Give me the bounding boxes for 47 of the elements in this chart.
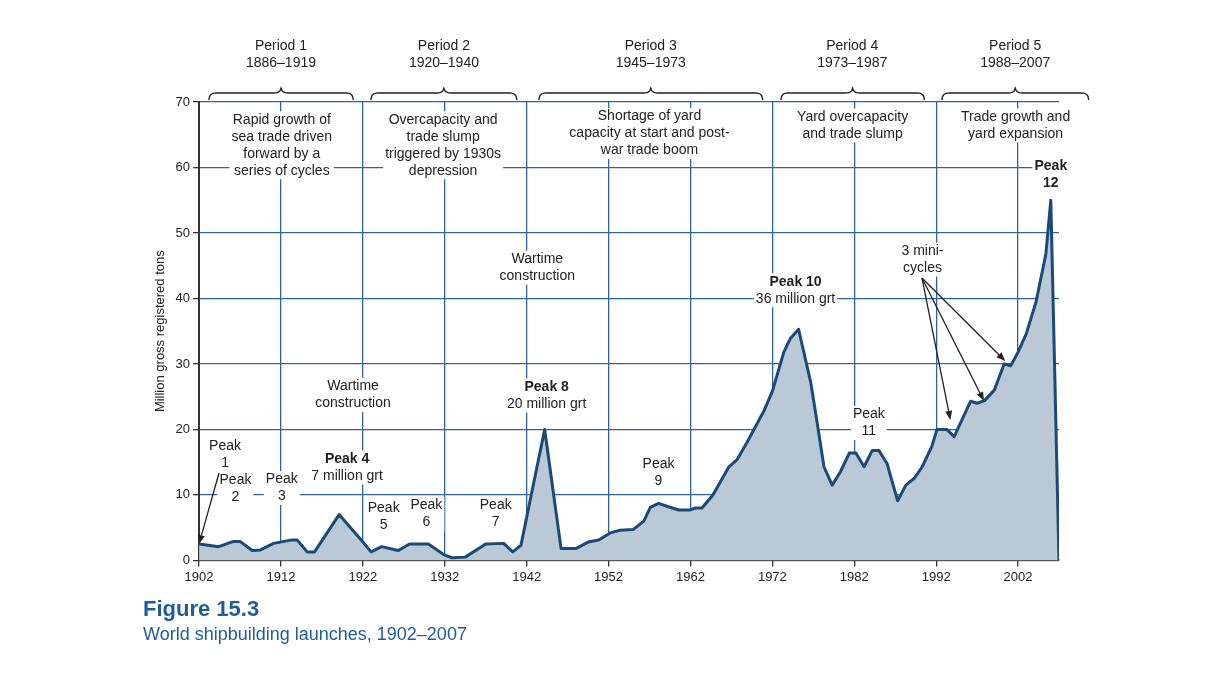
y-tick-label: 0 — [182, 551, 191, 567]
text: Period 3 1945–1973 — [615, 37, 686, 71]
annotation: 3 mini- cycles — [901, 241, 944, 275]
y-tick-label: 70 — [175, 93, 191, 109]
annotation: Rapid growth of sea trade driven forward by a series of cycles — [231, 110, 332, 178]
y-tick-label: 40 — [175, 290, 191, 306]
annotation: Peak 10 36 million grt — [755, 272, 836, 306]
x-tick-label: 1962 — [675, 568, 705, 584]
x-tick-label: 1982 — [839, 568, 869, 584]
x-tick-label: 1902 — [184, 568, 214, 584]
x-tick-label: 1942 — [512, 568, 542, 584]
annotation: Peak 2 — [219, 470, 253, 504]
annotation: Peak 7 — [479, 495, 513, 529]
text: Period 1 1886–1919 — [245, 37, 317, 71]
x-tick-label: 1952 — [594, 568, 624, 584]
annotation: Trade growth and yard expansion — [960, 107, 1071, 141]
x-tick-label: 1992 — [921, 568, 951, 584]
annotation: Shortage of yard capacity at start and post- war trade boom — [569, 107, 730, 158]
y-tick-label: 30 — [175, 355, 191, 371]
text: Period 5 1988–2007 — [980, 37, 1051, 71]
x-tick-label: 1932 — [430, 568, 460, 584]
annotation: Yard overcapacity and trade slump — [797, 107, 909, 141]
annotation: Peak 3 — [265, 470, 299, 504]
annotation: Peak 8 20 million grt — [506, 377, 587, 411]
annotation: Peak 11 — [852, 405, 886, 439]
y-tick-label: 20 — [175, 421, 191, 437]
text: Figure 15.3 — [143, 596, 260, 622]
text: Period 2 1920–1940 — [408, 37, 480, 71]
annotation: Peak 12 — [1034, 156, 1068, 190]
annotation: Peak 1 — [209, 437, 243, 471]
y-axis-title: Million gross registered tons — [152, 249, 168, 413]
annotation: Peak 9 — [642, 454, 676, 488]
y-tick-label: 50 — [175, 224, 191, 240]
text: Period 4 1973–1987 — [817, 37, 888, 71]
annotation: Wartime construction — [499, 250, 576, 284]
annotation: Peak 5 — [367, 499, 401, 533]
y-tick-label: 60 — [175, 159, 191, 175]
annotation: Wartime construction — [315, 377, 391, 411]
annotation: Peak 6 — [410, 496, 444, 530]
x-tick-label: 1972 — [757, 568, 787, 584]
text: World shipbuilding launches, 1902–2007 — [143, 624, 467, 645]
x-tick-label: 2002 — [1003, 568, 1033, 584]
x-tick-label: 1922 — [348, 568, 378, 584]
annotation: Peak 4 7 million grt — [311, 449, 383, 483]
y-tick-label: 10 — [175, 486, 191, 502]
annotation: Overcapacity and trade slump triggered by 1930s depression — [385, 110, 502, 178]
x-tick-label: 1912 — [266, 568, 296, 584]
